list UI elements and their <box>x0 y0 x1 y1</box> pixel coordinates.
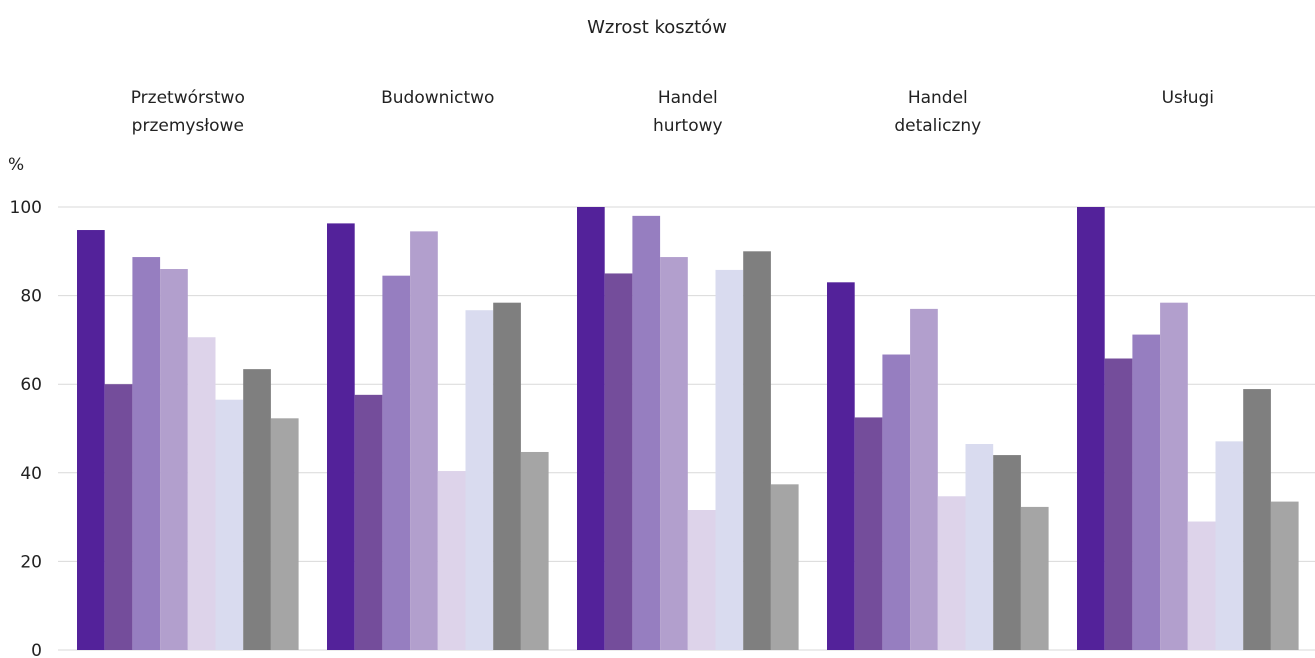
bar <box>577 207 605 650</box>
bar <box>270 418 299 650</box>
bar <box>910 308 938 650</box>
category-label: Handel <box>658 88 718 108</box>
bar <box>882 354 911 650</box>
bar <box>243 369 271 650</box>
category-label: Budownictwo <box>381 88 494 108</box>
chart-title: Wzrost kosztów <box>587 17 727 38</box>
category-label: Handel <box>908 88 968 108</box>
y-tick-label: 100 <box>10 198 42 218</box>
y-tick-label: 40 <box>20 464 42 484</box>
y-axis-unit: % <box>8 155 24 175</box>
bar <box>132 257 161 650</box>
y-tick-label: 20 <box>20 552 42 572</box>
bar <box>1160 302 1188 650</box>
y-tick-label: 0 <box>31 641 42 658</box>
bar <box>632 215 661 651</box>
bar <box>854 417 883 650</box>
bar <box>1132 334 1161 650</box>
y-tick-label: 80 <box>20 287 42 307</box>
bar <box>1243 389 1271 650</box>
category-labels: Przetwórstwo przemysłowe Budownictwo Handel… <box>131 88 1214 136</box>
bar <box>187 337 216 650</box>
bar <box>465 310 494 650</box>
bar <box>1077 207 1105 650</box>
y-tick-label: 60 <box>20 375 42 395</box>
bar <box>965 444 994 650</box>
bar <box>715 269 744 650</box>
bar <box>104 384 133 650</box>
bar <box>770 484 799 650</box>
bar <box>660 257 688 650</box>
bar <box>937 496 966 650</box>
bar <box>493 302 521 650</box>
bar <box>993 455 1021 650</box>
bar <box>1270 501 1299 650</box>
bar <box>520 451 549 650</box>
bars <box>77 207 1299 651</box>
bar <box>215 399 244 650</box>
category-label: hurtowy <box>653 116 723 136</box>
bar <box>1104 358 1133 650</box>
category-label: detaliczny <box>894 116 981 136</box>
category-label: Usługi <box>1162 88 1214 108</box>
bar <box>1187 521 1216 650</box>
bar <box>410 231 438 651</box>
bar <box>160 269 188 650</box>
bar <box>827 282 855 650</box>
y-tick-labels: 0 20 40 60 80 100 <box>10 198 42 658</box>
bar <box>687 510 716 650</box>
bar <box>382 275 411 650</box>
category-label: Przetwórstwo <box>131 88 245 108</box>
category-label: przemysłowe <box>132 116 244 136</box>
bar <box>354 394 383 650</box>
bar <box>1020 506 1049 650</box>
bar <box>1215 441 1244 650</box>
bar <box>327 223 355 651</box>
bar <box>743 251 771 651</box>
bar <box>437 471 466 650</box>
bar <box>77 230 105 650</box>
bar <box>604 273 633 650</box>
